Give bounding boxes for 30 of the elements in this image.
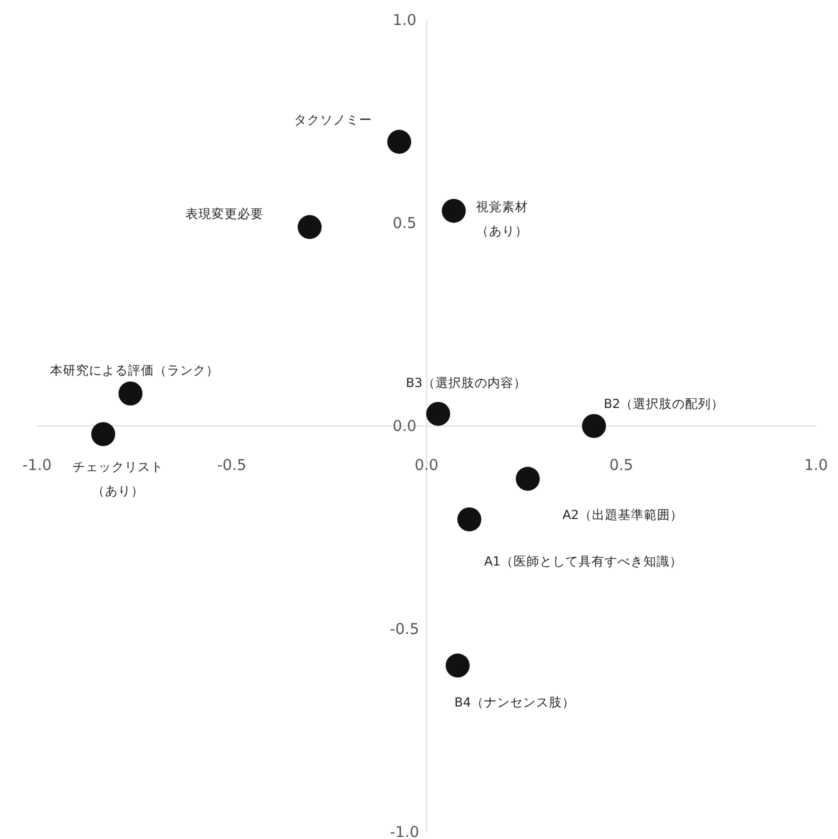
point [426,402,450,426]
x-tick-label: -0.5 [217,456,246,474]
y-tick-label: -0.5 [390,620,420,638]
y-tick-label: -1.0 [390,823,420,839]
point [387,130,412,154]
point [118,382,142,406]
annotation: B4（ナンセンス肢） [454,694,575,710]
x-tick-label: 1.0 [804,456,828,474]
point [442,198,466,223]
point [91,422,116,446]
y-tick-label: 0.0 [392,417,416,435]
annotation: B2（選択肢の配列） [604,396,724,411]
point [582,414,606,438]
point [516,466,540,491]
x-tick-label: 0.0 [414,456,438,474]
point [457,507,482,532]
y-tick-label: 0.5 [392,214,416,232]
annotation: B3（選択肢の内容） [406,374,526,390]
annotation: A2（出題基準範囲） [562,506,684,522]
x-tick-label: -1.0 [22,456,52,474]
x-tick-label: 0.5 [609,456,634,474]
annotation: 本研究による評価（ランク） [50,362,219,378]
y-tick-label: 1.0 [392,11,416,29]
annotation: タクソノミー [294,112,372,127]
annotation: 表現変更必要 [186,206,264,222]
annotation: A1（医師として具有すべき知識） [484,553,683,568]
point [298,215,322,240]
annotation: チェックリスト（あり） [72,459,164,498]
annotation: 視覚素材（あり） [476,198,528,238]
point [446,654,470,678]
